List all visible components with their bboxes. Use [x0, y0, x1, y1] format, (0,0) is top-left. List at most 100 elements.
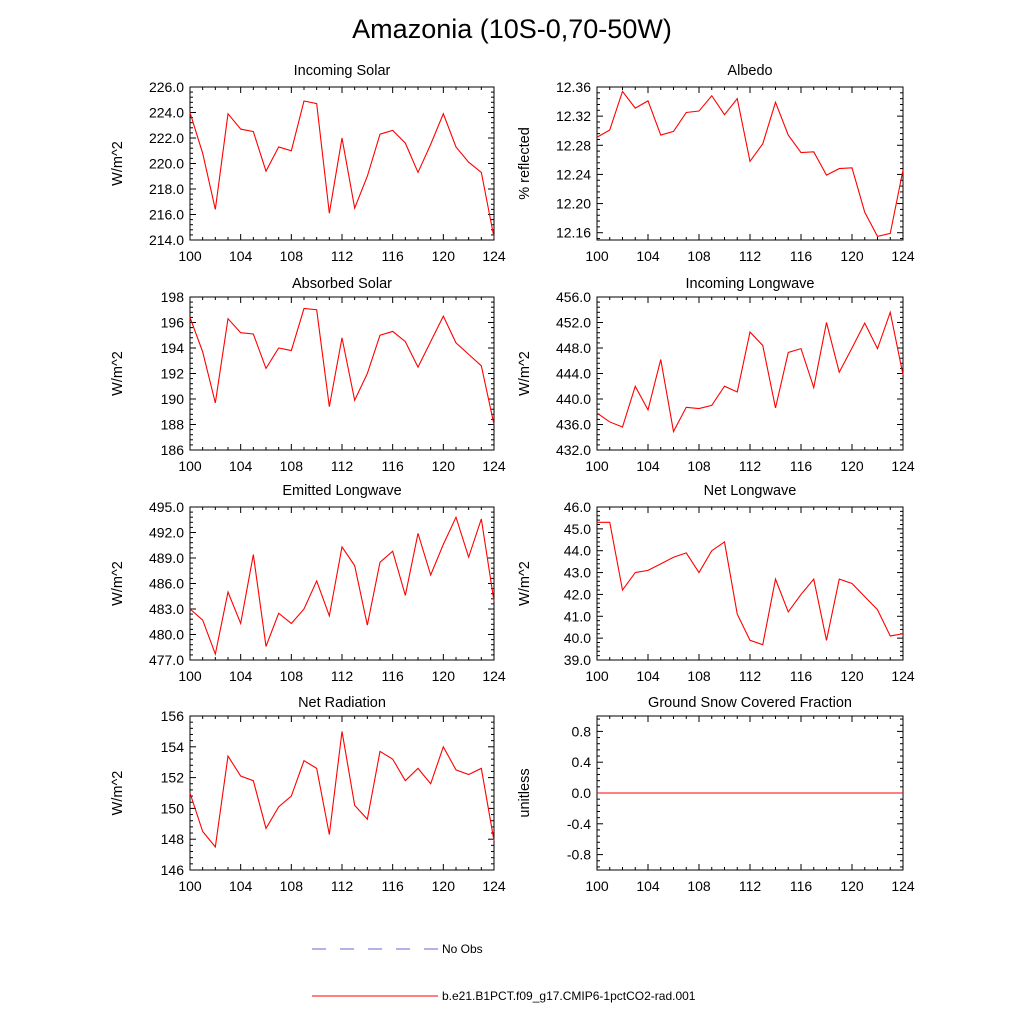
x-tick-label: 116 — [382, 668, 405, 684]
panel-title: Incoming Solar — [294, 63, 391, 79]
page-title: Amazonia (10S-0,70-50W) — [352, 14, 672, 44]
y-tick-label: 156 — [161, 708, 185, 724]
x-tick-label: 116 — [790, 668, 813, 684]
panel-0: Incoming Solar W/m^2 100 104 108 112 116 120 124… — [110, 63, 506, 264]
x-tick-label: 120 — [432, 878, 456, 894]
y-tick-label: 0.8 — [572, 723, 592, 739]
panel-7: Ground Snow Covered Fraction unitless 100 1… — [517, 695, 915, 894]
x-tick-label: 108 — [687, 668, 711, 684]
y-tick-label: 216.0 — [149, 207, 184, 223]
series-line — [597, 521, 904, 646]
y-tick-label: 483.0 — [149, 601, 184, 617]
panel-1: Albedo % reflected 100 104 108 112 116 120 124 12… — [517, 63, 915, 264]
series-line — [189, 307, 495, 425]
y-tick-label: 39.0 — [564, 652, 591, 668]
series-line — [596, 90, 904, 237]
y-tick-label: 194 — [161, 340, 185, 356]
y-tick-label: 12.24 — [556, 166, 591, 182]
y-tick-label: 40.0 — [564, 630, 591, 646]
y-tick-label: 44.0 — [564, 543, 591, 559]
y-tick-label: 477.0 — [149, 652, 184, 668]
y-tick-label: 444.0 — [556, 366, 591, 382]
x-tick-label: 116 — [790, 878, 813, 894]
y-tick-label: 12.28 — [556, 137, 591, 153]
y-tick-label: 224.0 — [149, 105, 184, 121]
x-tick-label: 112 — [739, 458, 762, 474]
x-tick-label: 100 — [178, 878, 202, 894]
x-tick-label: 108 — [280, 248, 304, 264]
x-tick-label: 124 — [891, 248, 915, 264]
y-tick-label: 222.0 — [149, 130, 184, 146]
x-tick-label: 108 — [687, 248, 711, 264]
panel-3: Incoming Longwave W/m^2 100 104 108 112 116 120… — [517, 276, 915, 474]
y-tick-label: 190 — [161, 391, 185, 407]
y-axis-label: unitless — [517, 768, 533, 817]
y-tick-label: 218.0 — [149, 181, 184, 197]
y-tick-label: 436.0 — [556, 417, 591, 433]
x-tick-label: 120 — [840, 248, 864, 264]
x-tick-label: 120 — [432, 248, 456, 264]
y-axis-label: W/m^2 — [110, 351, 126, 396]
series-line — [189, 515, 495, 657]
y-tick-label: 456.0 — [556, 289, 591, 305]
x-tick-label: 112 — [739, 668, 762, 684]
x-tick-label: 104 — [636, 668, 660, 684]
y-tick-label: 45.0 — [564, 521, 591, 537]
x-tick-label: 120 — [432, 668, 456, 684]
x-tick-label: 124 — [482, 668, 506, 684]
panel-title: Albedo — [727, 63, 772, 79]
x-tick-label: 112 — [739, 878, 762, 894]
panel-title: Net Longwave — [704, 483, 797, 499]
y-axis-label: W/m^2 — [517, 561, 533, 606]
y-tick-label: 186 — [161, 442, 185, 458]
x-tick-label: 112 — [331, 248, 354, 264]
y-tick-label: 0.0 — [572, 785, 592, 801]
x-tick-label: 108 — [687, 878, 711, 894]
y-tick-label: 489.0 — [149, 550, 184, 566]
y-tick-label: 12.20 — [556, 196, 591, 212]
x-tick-label: 108 — [687, 458, 711, 474]
y-tick-label: 46.0 — [564, 499, 591, 515]
panel-title: Emitted Longwave — [282, 483, 401, 499]
x-tick-label: 120 — [840, 878, 864, 894]
panel-2: Absorbed Solar W/m^2 100 104 108 112 116 120 124… — [110, 276, 506, 474]
y-tick-label: 220.0 — [149, 156, 184, 172]
y-tick-label: 146 — [161, 862, 185, 878]
y-tick-label: 432.0 — [556, 442, 591, 458]
x-tick-label: 104 — [636, 248, 660, 264]
x-tick-label: 124 — [891, 878, 915, 894]
x-tick-label: 108 — [280, 878, 304, 894]
y-tick-label: 480.0 — [149, 627, 184, 643]
y-tick-label: 41.0 — [564, 608, 591, 624]
x-tick-label: 100 — [585, 248, 609, 264]
y-axis-label: W/m^2 — [110, 561, 126, 606]
x-tick-label: 124 — [482, 248, 506, 264]
x-tick-label: 100 — [178, 668, 202, 684]
y-tick-label: 12.36 — [556, 79, 591, 95]
y-tick-label: 486.0 — [149, 576, 184, 592]
y-axis-label: % reflected — [517, 127, 533, 200]
x-tick-label: 108 — [280, 458, 304, 474]
panel-title: Net Radiation — [298, 695, 386, 711]
y-axis-label: W/m^2 — [110, 771, 126, 816]
y-tick-label: 452.0 — [556, 315, 591, 331]
y-tick-label: 12.16 — [556, 225, 591, 241]
series-line — [189, 731, 495, 849]
x-tick-label: 112 — [331, 458, 354, 474]
panel-5: Net Longwave W/m^2 100 104 108 112 116 120 124 39… — [517, 483, 915, 684]
x-tick-label: 104 — [229, 668, 253, 684]
y-tick-label: 0.4 — [572, 754, 592, 770]
y-tick-label: 448.0 — [556, 340, 591, 356]
x-tick-label: 100 — [178, 458, 202, 474]
panel-6: Net Radiation W/m^2 100 104 108 112 116 120 124 1… — [110, 695, 506, 894]
x-tick-label: 120 — [840, 668, 864, 684]
x-tick-label: 104 — [229, 458, 253, 474]
x-tick-label: 112 — [739, 248, 762, 264]
legend-model-label: b.e21.B1PCT.f09_g17.CMIP6-1pctCO2-rad.00… — [442, 989, 696, 1003]
y-tick-label: 43.0 — [564, 565, 591, 581]
x-tick-label: 124 — [482, 878, 506, 894]
y-tick-label: 196 — [161, 315, 185, 331]
panel-4: Emitted Longwave W/m^2 100 104 108 112 116 120 1… — [110, 483, 506, 684]
